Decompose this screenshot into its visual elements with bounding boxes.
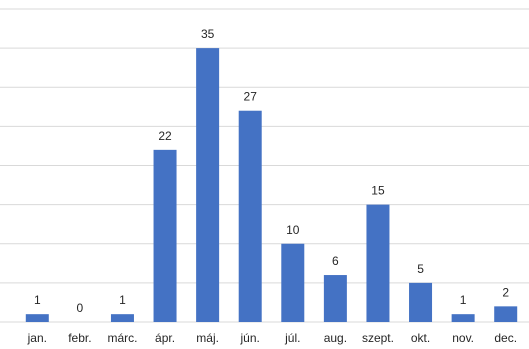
x-tick-label: nov.	[452, 331, 474, 345]
data-label: 6	[332, 254, 339, 268]
data-label: 22	[158, 129, 172, 143]
bar-nov	[451, 314, 475, 322]
bars	[25, 48, 518, 322]
x-tick-label: jún.	[240, 331, 260, 345]
x-tick-label: máj.	[196, 331, 219, 345]
data-label: 35	[201, 27, 215, 41]
data-label: 1	[460, 293, 467, 307]
x-tick-label: márc.	[107, 331, 137, 345]
data-label: 1	[34, 293, 41, 307]
bar-júl	[281, 243, 305, 322]
data-label: 2	[502, 285, 509, 299]
bar-aug	[323, 275, 347, 322]
bar-szept	[366, 204, 390, 322]
x-axis-tick-labels: jan. febr. márc. ápr. máj. jún. júl. aug. szept.…	[27, 331, 517, 345]
x-tick-label: szept.	[362, 331, 394, 345]
data-label: 27	[244, 90, 258, 104]
data-label: 10	[286, 223, 300, 237]
x-tick-label: júl.	[284, 331, 300, 345]
bar-jan	[25, 314, 49, 322]
bar-ápr	[153, 149, 177, 322]
data-label: 1	[119, 293, 126, 307]
x-tick-label: aug.	[324, 331, 347, 345]
bar-máj	[196, 48, 220, 322]
gridlines	[0, 8, 529, 323]
x-tick-label: dec.	[494, 331, 517, 345]
x-tick-label: okt.	[411, 331, 430, 345]
data-label: 5	[417, 262, 424, 276]
x-tick-label: jan.	[27, 331, 47, 345]
data-label: 15	[371, 184, 385, 198]
bar-jún	[238, 110, 262, 322]
bar-okt	[409, 282, 433, 322]
data-label: 0	[77, 301, 84, 315]
bar-márc	[110, 314, 134, 322]
x-tick-label: febr.	[68, 331, 91, 345]
x-tick-label: ápr.	[155, 331, 175, 345]
bar-dec	[494, 306, 518, 322]
